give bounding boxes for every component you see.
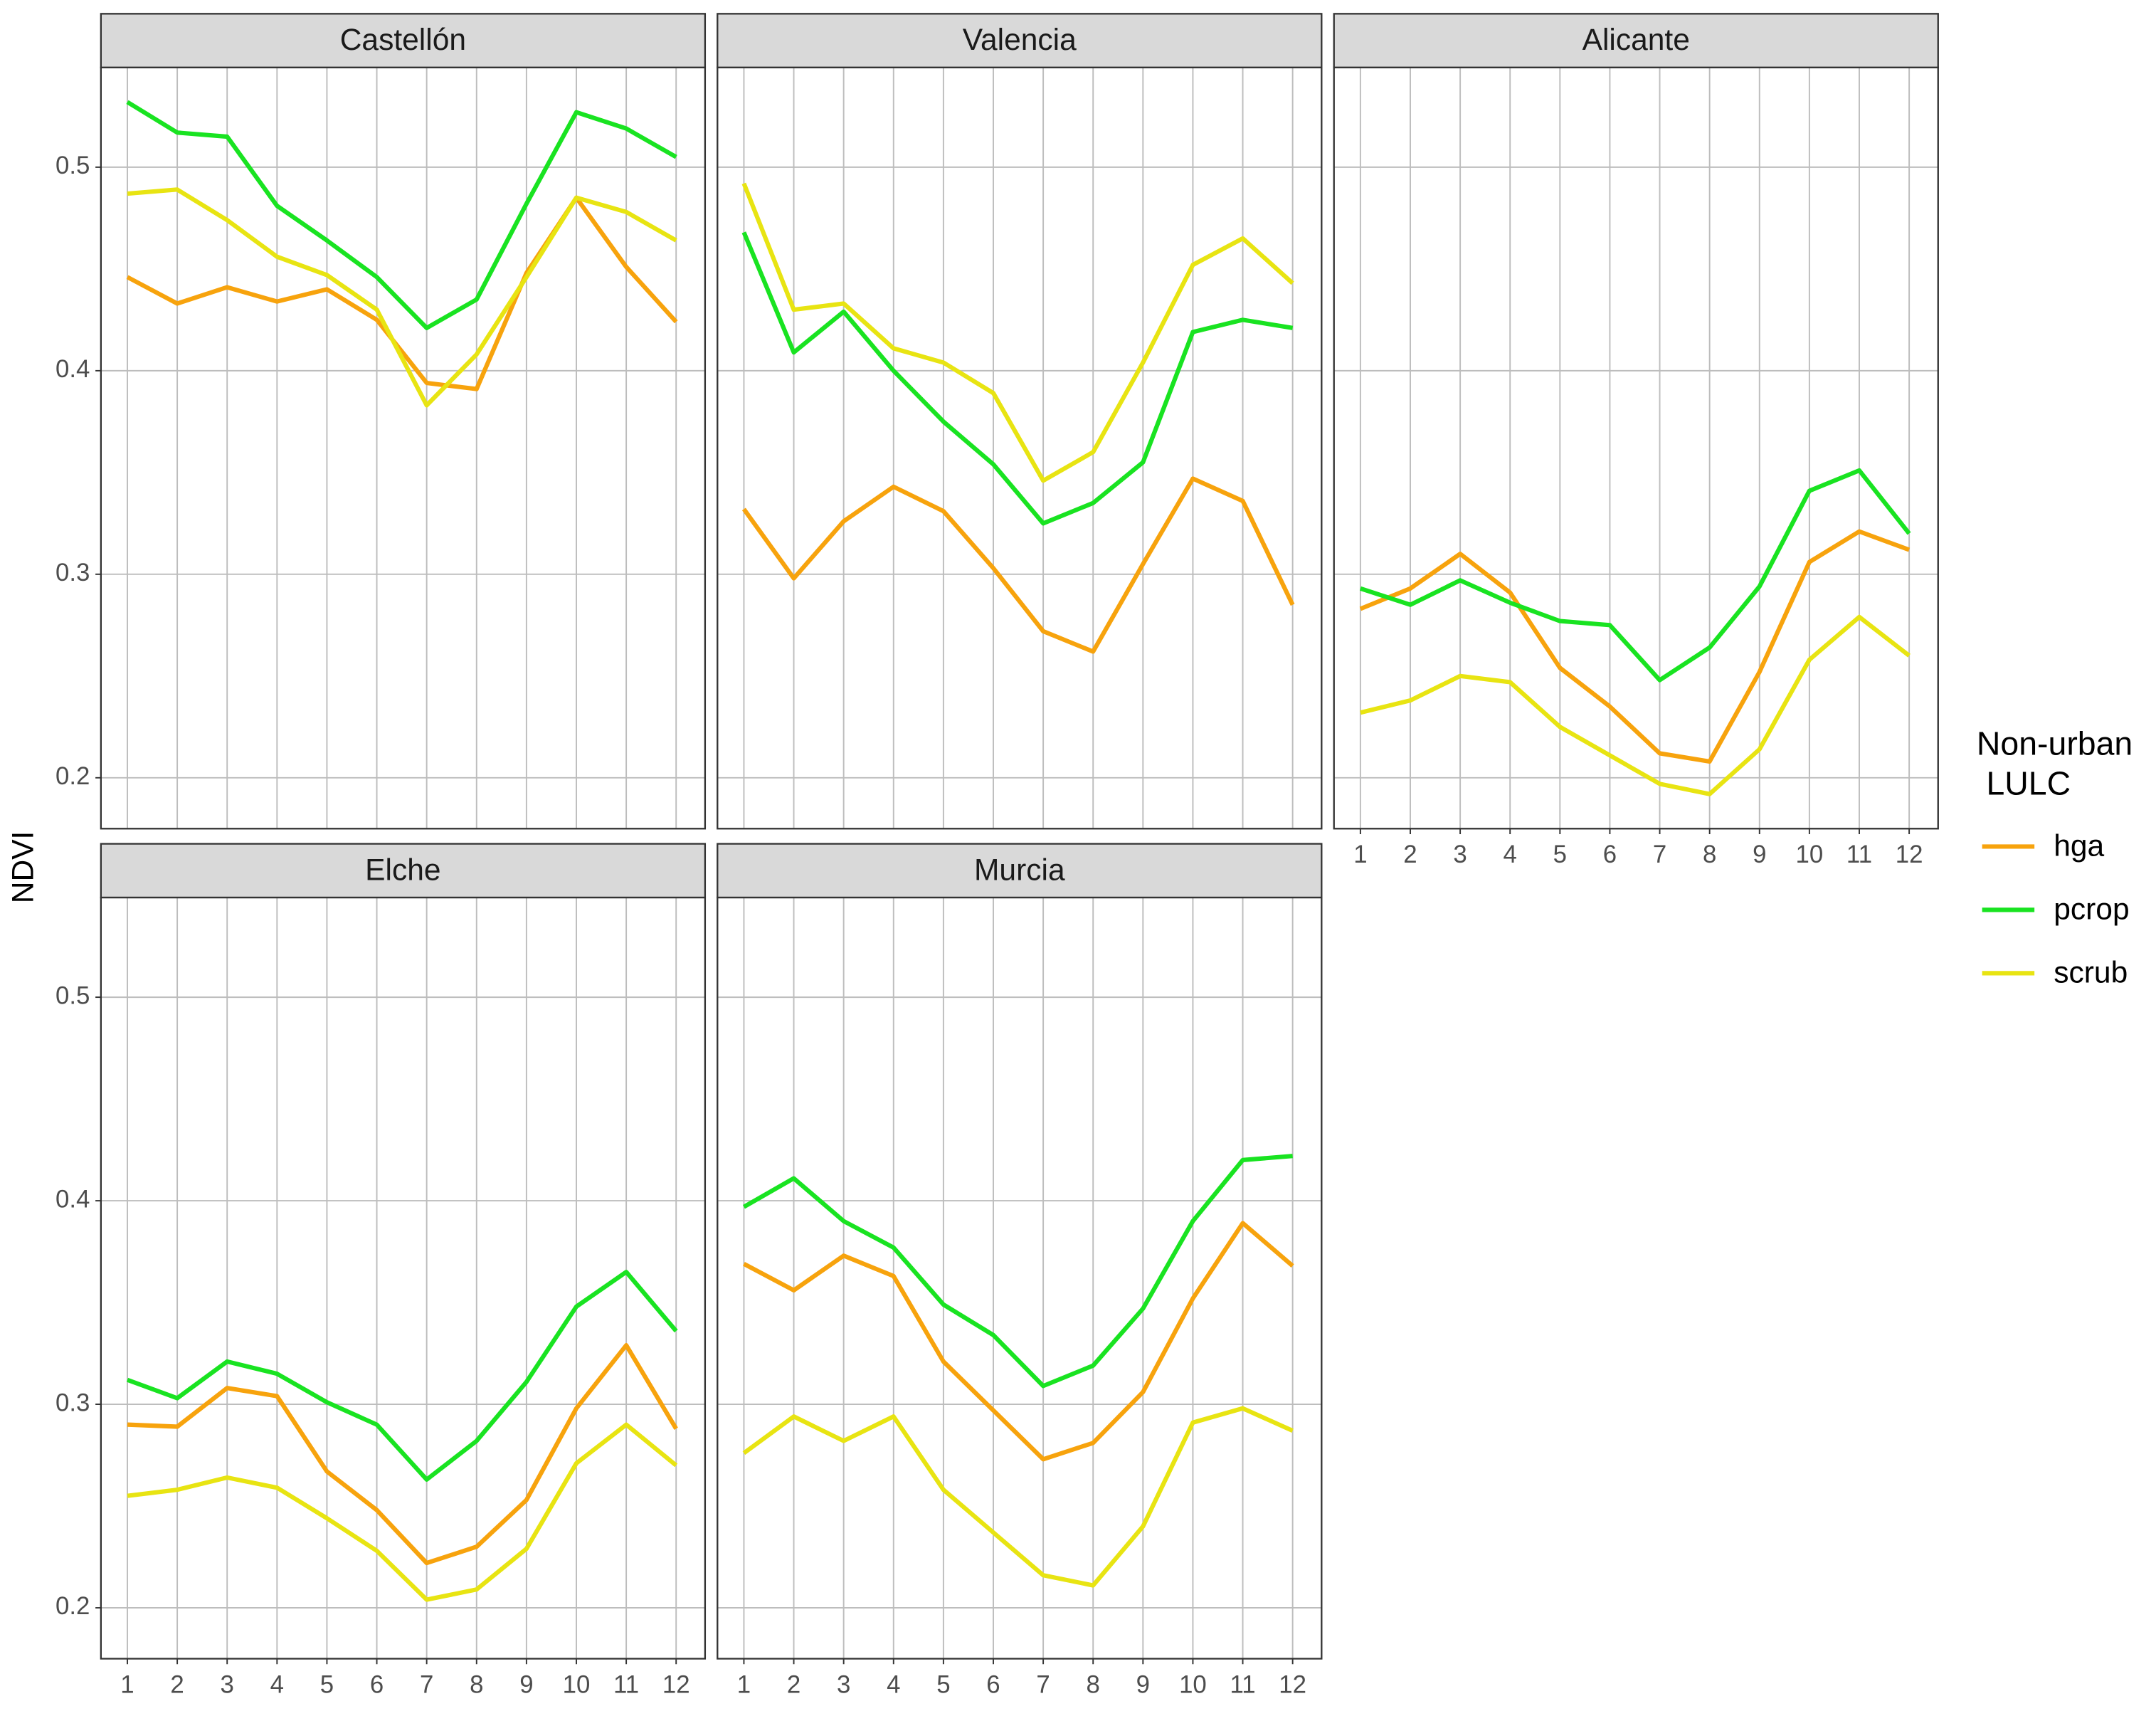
- series-line: [742, 1221, 1294, 1462]
- x-tick-label: 4: [1504, 841, 1517, 868]
- panel-background: [100, 67, 705, 829]
- x-tick-label: 7: [1653, 841, 1666, 868]
- x-tick-label: 7: [420, 1670, 433, 1698]
- x-tick-label: 5: [320, 1670, 334, 1698]
- x-tick-label: 3: [1453, 841, 1467, 868]
- y-tick-label: 0.2: [56, 1592, 90, 1620]
- strip-title: Elche: [365, 853, 440, 887]
- x-tick-label: 8: [470, 1670, 483, 1698]
- x-tick-label: 8: [1087, 1670, 1100, 1698]
- y-tick-label: 0.5: [56, 981, 90, 1009]
- x-tick-label: 5: [936, 1670, 950, 1698]
- series-line: [126, 195, 678, 391]
- y-tick-label: 0.3: [56, 559, 90, 586]
- x-tick-label: 2: [787, 1670, 800, 1698]
- strip: [100, 843, 707, 899]
- series-line: [127, 187, 677, 408]
- x-tick-label: 3: [837, 1670, 850, 1698]
- y-tick-label: 0.3: [56, 1389, 90, 1416]
- strip-title: Alicante: [1582, 23, 1690, 57]
- y-tick-label: 0.4: [56, 1185, 90, 1213]
- x-tick-label: 8: [1703, 841, 1716, 868]
- x-tick-label: 2: [170, 1670, 184, 1698]
- panel-background: [1333, 67, 1938, 829]
- x-tick-label: 11: [613, 1670, 639, 1698]
- y-tick-label: 0.2: [56, 762, 90, 790]
- strip-title: Castellón: [340, 23, 466, 57]
- y-tick-label: 0.4: [56, 355, 90, 383]
- legend-title: Non-urban: [1977, 725, 2133, 762]
- series-line: [741, 182, 1294, 483]
- series-line: [126, 1270, 678, 1482]
- series-line: [127, 1422, 678, 1602]
- legend-title: LULC: [1986, 765, 2071, 802]
- x-tick-label: 1: [1353, 841, 1367, 868]
- x-tick-label: 3: [221, 1670, 234, 1698]
- x-tick-label: 10: [1179, 1670, 1207, 1698]
- strip: [717, 843, 1323, 899]
- x-tick-label: 12: [1279, 1670, 1306, 1698]
- x-tick-label: 7: [1036, 1670, 1050, 1698]
- series-line: [1359, 529, 1911, 764]
- x-tick-label: 6: [370, 1670, 384, 1698]
- series-line: [741, 231, 1294, 526]
- x-tick-label: 10: [1796, 841, 1824, 868]
- series-line: [127, 1343, 678, 1566]
- series-line: [742, 1154, 1293, 1389]
- legend-label: hga: [2054, 829, 2104, 863]
- x-tick-label: 2: [1403, 841, 1417, 868]
- panel-background: [717, 67, 1322, 829]
- strip-title: Valencia: [963, 23, 1077, 57]
- x-tick-label: 4: [887, 1670, 900, 1698]
- x-tick-label: 1: [737, 1670, 751, 1698]
- legend-label: scrub: [2054, 956, 2128, 990]
- y-tick-label: 0.5: [56, 152, 90, 179]
- x-tick-label: 4: [270, 1670, 284, 1698]
- legend-label: pcrop: [2054, 893, 2129, 927]
- x-tick-label: 9: [1753, 841, 1766, 868]
- x-tick-label: 11: [1846, 841, 1872, 868]
- x-tick-label: 6: [986, 1670, 1000, 1698]
- x-tick-label: 1: [120, 1670, 134, 1698]
- x-tick-label: 11: [1230, 1670, 1255, 1698]
- x-tick-label: 9: [1136, 1670, 1150, 1698]
- series-line: [741, 476, 1295, 654]
- series-line: [1360, 614, 1911, 796]
- x-tick-label: 12: [1896, 841, 1923, 868]
- x-tick-label: 5: [1553, 841, 1567, 868]
- panel-background: [717, 897, 1322, 1659]
- series-line: [742, 1406, 1294, 1588]
- strip-title: Murcia: [974, 853, 1065, 887]
- x-tick-label: 6: [1603, 841, 1617, 868]
- x-tick-label: 9: [519, 1670, 533, 1698]
- x-tick-label: 10: [563, 1670, 591, 1698]
- panel-background: [100, 897, 705, 1659]
- series-line: [1359, 468, 1911, 683]
- strip: [100, 13, 707, 68]
- series-line: [126, 100, 677, 330]
- strip: [717, 13, 1323, 68]
- strip: [1333, 13, 1939, 68]
- x-tick-label: 12: [662, 1670, 690, 1698]
- y-axis-label: NDVI: [6, 831, 41, 904]
